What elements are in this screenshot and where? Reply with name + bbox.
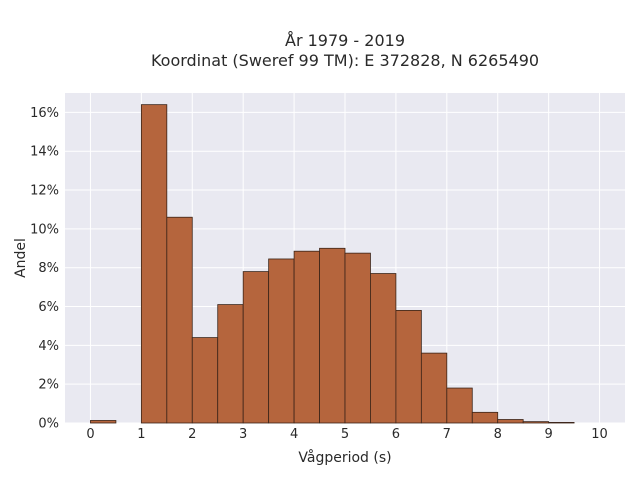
histogram-bar <box>446 387 473 424</box>
histogram-bar <box>370 273 397 424</box>
y-tick-label: 0% <box>38 417 59 432</box>
y-tick-label: 16% <box>30 106 59 121</box>
histogram-bar <box>242 271 270 424</box>
y-tick-label: 10% <box>30 222 59 237</box>
histogram-bar <box>191 337 219 424</box>
y-tick-label: 4% <box>38 339 59 354</box>
histogram-bar <box>293 250 320 424</box>
histogram-bar <box>395 310 422 424</box>
histogram-bar <box>166 216 193 424</box>
histogram-bar <box>217 304 244 424</box>
y-tick-label: 6% <box>38 300 59 315</box>
y-tick-label: 14% <box>30 145 59 160</box>
y-ticks: 0% 2% 4% 6% 8% 10% 12% 14% 16% <box>30 106 59 432</box>
y-tick-label: 12% <box>30 184 59 199</box>
x-tick-label: 0 <box>86 427 94 442</box>
x-tick-label: 2 <box>188 427 196 442</box>
histogram-bar <box>344 252 371 424</box>
histogram-bar <box>420 352 448 424</box>
histogram-bar <box>471 411 499 424</box>
x-tick-label: 6 <box>392 427 400 442</box>
chart-title-line2: Koordinat (Sweref 99 TM): E 372828, N 62… <box>151 51 539 70</box>
x-tick-label: 8 <box>494 427 502 442</box>
x-tick-label: 7 <box>443 427 451 442</box>
y-axis-label: Andel <box>13 238 29 278</box>
histogram-bar <box>90 420 117 424</box>
bars <box>90 104 575 424</box>
x-tick-label: 9 <box>544 427 552 442</box>
histogram-bar <box>140 104 168 424</box>
x-tick-label: 4 <box>290 427 298 442</box>
chart-title-line1: År 1979 - 2019 <box>285 31 405 50</box>
histogram-bar <box>548 422 575 424</box>
x-tick-label: 1 <box>137 427 145 442</box>
x-tick-label: 10 <box>591 427 608 442</box>
histogram-bar <box>268 258 295 424</box>
x-tick-label: 3 <box>239 427 247 442</box>
histogram-bar <box>522 421 550 424</box>
x-ticks: 0 1 2 3 4 5 6 7 8 9 10 <box>86 427 608 442</box>
y-tick-label: 2% <box>38 378 59 393</box>
histogram-bar <box>319 247 346 424</box>
y-tick-label: 8% <box>38 261 59 276</box>
x-axis-label: Vågperiod (s) <box>298 449 391 466</box>
histogram-bar <box>497 419 524 424</box>
x-tick-label: 5 <box>341 427 349 442</box>
